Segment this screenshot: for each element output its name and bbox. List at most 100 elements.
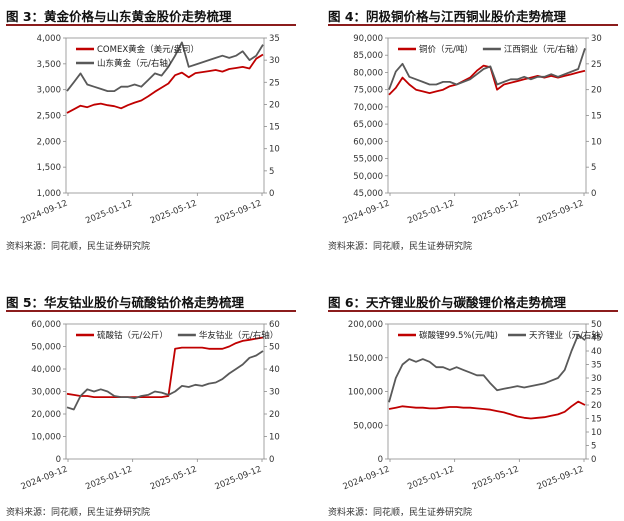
x-tick-label: 2025-01-12	[406, 465, 456, 493]
source-note: 资料来源：同花顺，民生证券研究院	[328, 242, 473, 252]
y-left-tick-label: 2,000	[37, 137, 61, 147]
legend-label: 硫酸钴（元/公斤）	[97, 330, 168, 341]
legend-label: 江西铜业（元/右轴）	[504, 44, 583, 55]
line-chart-cobalt: 0 10,000 20,000 30,000 40,000 50,000 60,000 0 10…	[20, 320, 280, 493]
series-line-stock	[66, 41, 264, 92]
x-tick-label: 2025-01-12	[84, 465, 134, 493]
y-right-tick-label: 40	[591, 347, 602, 357]
legend-label: 华友钴业（元/右轴）	[199, 330, 278, 341]
x-tick-label: 2025-05-12	[471, 199, 521, 227]
legend-label: 山东黄金（元/右轴）	[97, 58, 176, 69]
legend-label: 铜价（元/吨）	[419, 44, 473, 55]
x-tick-label: 2024-09-12	[342, 465, 392, 493]
x-tick-label: 2024-09-12	[20, 465, 70, 493]
line-chart-gold: 1,000 1,500 2,000 2,500 3,000 3,500 4,000 0 5 10 1…	[20, 34, 280, 227]
y-right-tick-label: 50	[591, 320, 602, 330]
y-right-tick-label: 0	[269, 189, 274, 199]
series-line-primary	[388, 400, 586, 420]
y-right-tick-label: 45	[591, 334, 602, 344]
x-tick-label: 2025-01-12	[84, 199, 134, 227]
x-tick-label: 2025-05-12	[471, 465, 521, 493]
title-divider	[6, 310, 296, 312]
x-tick-label: 2025-09-12	[536, 465, 586, 493]
y-right-tick-label: 30	[269, 388, 280, 398]
y-right-tick-label: 20	[269, 410, 280, 420]
line-chart-lithium: 0 50,000 100,000 150,000 200,000 0 5 10 15 20 25 30…	[342, 320, 609, 493]
y-right-tick-label: 50	[269, 343, 280, 353]
series-line-stock	[66, 350, 264, 411]
y-right-tick-label: 20	[591, 86, 602, 96]
series-line-stock	[388, 333, 586, 403]
y-left-tick-label: 45,000	[353, 189, 383, 199]
source-note: 资料来源：同花顺，民生证券研究院	[328, 508, 473, 518]
legend-label: 碳酸锂99.5%(元/吨)	[419, 330, 498, 341]
plot-frame	[387, 37, 587, 194]
chart-panel-lithium: 图 6：天齐锂业股价与碳酸锂价格走势梳理 0 50,000 100,000 150,0…	[328, 292, 618, 521]
y-right-tick-label: 30	[269, 56, 280, 66]
y-left-tick-label: 0	[378, 455, 383, 465]
title-divider	[328, 24, 618, 26]
y-left-tick-label: 10,000	[31, 433, 61, 443]
y-left-tick-label: 2,500	[37, 112, 61, 122]
y-left-tick-label: 50,000	[31, 343, 61, 353]
y-left-tick-label: 3,000	[37, 86, 61, 96]
chart-title: 图 4：阴极铜价格与江西铜业股价走势梳理	[328, 9, 567, 24]
x-tick-label: 2025-09-12	[536, 199, 586, 227]
source-note: 资料来源：同花顺，民生证券研究院	[6, 242, 151, 252]
x-tick-label: 2025-05-12	[149, 465, 199, 493]
y-right-tick-label: 0	[591, 189, 596, 199]
y-right-tick-label: 5	[591, 163, 596, 173]
y-left-tick-label: 150,000	[348, 354, 383, 364]
y-right-tick-label: 10	[591, 428, 602, 438]
x-tick-label: 2024-09-12	[342, 199, 392, 227]
y-right-tick-label: 0	[591, 455, 596, 465]
y-right-tick-label: 15	[591, 415, 602, 425]
y-left-tick-label: 30,000	[31, 388, 61, 398]
y-right-tick-label: 25	[591, 60, 602, 70]
series-line-stock	[388, 48, 586, 91]
chart-panel-copper: 图 4：阴极铜价格与江西铜业股价走势梳理 45,000 50,000 55,000 6…	[328, 6, 618, 256]
legend-label: COMEX黄金（美元/盎司）	[97, 44, 199, 55]
y-right-tick-label: 10	[269, 145, 280, 155]
y-left-tick-label: 60,000	[353, 137, 383, 147]
y-left-tick-label: 4,000	[37, 34, 61, 44]
y-left-tick-label: 50,000	[353, 421, 383, 431]
y-right-tick-label: 15	[591, 112, 602, 122]
line-chart-copper: 45,000 50,000 55,000 60,000 65,000 70,000 75,0…	[342, 34, 602, 227]
title-divider	[328, 310, 618, 312]
y-right-tick-label: 10	[269, 433, 280, 443]
chart-title: 图 5：华友钴业股价与硫酸钴价格走势梳理	[6, 295, 245, 310]
y-left-tick-label: 0	[56, 455, 61, 465]
legend-label: 天齐锂业（元/右轴）	[529, 330, 608, 341]
y-left-tick-label: 80,000	[353, 68, 383, 78]
y-left-tick-label: 60,000	[31, 320, 61, 330]
source-note: 资料来源：同花顺，民生证券研究院	[6, 508, 151, 518]
plot-frame	[387, 323, 587, 460]
x-tick-label: 2025-05-12	[149, 199, 199, 227]
y-right-tick-label: 20	[269, 100, 280, 110]
y-right-tick-label: 30	[591, 34, 602, 44]
series-line-primary	[66, 53, 264, 114]
y-left-tick-label: 200,000	[348, 320, 383, 330]
chart-panel-cobalt: 图 5：华友钴业股价与硫酸钴价格走势梳理 0 10,000 20,000 30,000…	[6, 292, 296, 521]
y-right-tick-label: 35	[591, 361, 602, 371]
y-left-tick-label: 40,000	[31, 365, 61, 375]
y-right-tick-label: 20	[591, 401, 602, 411]
y-right-tick-label: 5	[591, 442, 596, 452]
y-left-tick-label: 65,000	[353, 120, 383, 130]
y-left-tick-label: 90,000	[353, 34, 383, 44]
chart-title: 图 3：黄金价格与山东黄金股价走势梳理	[6, 9, 232, 24]
y-left-tick-label: 75,000	[353, 86, 383, 96]
chart-title: 图 6：天齐锂业股价与碳酸锂价格走势梳理	[328, 295, 567, 310]
y-right-tick-label: 30	[591, 374, 602, 384]
y-left-tick-label: 50,000	[353, 172, 383, 182]
y-left-tick-label: 85,000	[353, 51, 383, 61]
y-right-tick-label: 15	[269, 123, 280, 133]
y-left-tick-label: 70,000	[353, 103, 383, 113]
y-left-tick-label: 100,000	[348, 388, 383, 398]
title-divider	[6, 24, 296, 26]
y-right-tick-label: 25	[269, 78, 280, 88]
y-right-tick-label: 25	[591, 388, 602, 398]
y-left-tick-label: 3,500	[37, 60, 61, 70]
y-left-tick-label: 1,500	[37, 163, 61, 173]
